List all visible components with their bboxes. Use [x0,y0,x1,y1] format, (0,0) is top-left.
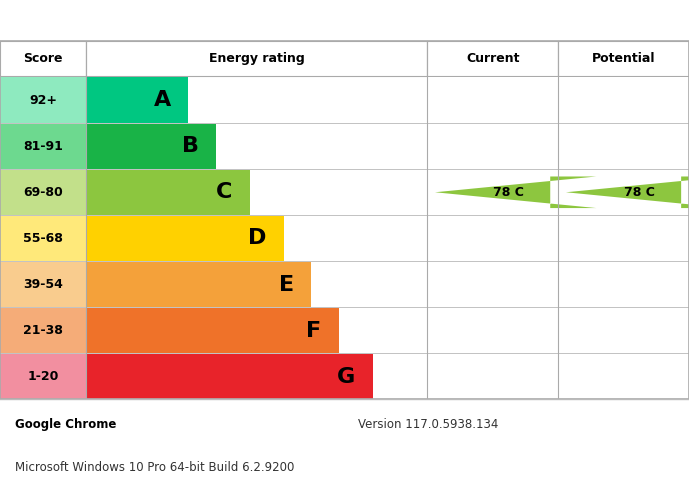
Text: Microsoft Windows 10 Pro 64-bit Build 6.2.9200: Microsoft Windows 10 Pro 64-bit Build 6.… [15,461,294,474]
Bar [558,262,689,307]
Text: E: E [279,274,294,294]
Text: Potential: Potential [592,52,655,65]
Text: F: F [306,320,321,341]
Text: 78 C: 78 C [493,186,524,199]
Bar [86,308,338,353]
Text: Current: Current [466,52,520,65]
Bar [427,170,558,215]
Text: A: A [154,90,171,110]
Bar [558,354,689,399]
Polygon shape [435,176,596,208]
Bar [0,77,86,122]
Bar [427,41,558,76]
Bar [0,170,86,215]
Text: Score: Score [23,52,63,65]
Bar [0,354,86,399]
Text: C: C [216,182,233,202]
Bar [427,77,558,122]
Bar [427,354,558,399]
Text: 81-91: 81-91 [23,140,63,153]
Bar [86,262,311,307]
Text: Google Chrome: Google Chrome [15,418,116,431]
Bar [558,41,689,76]
Bar [0,216,86,261]
Bar [558,77,689,122]
Bar [558,170,689,215]
Text: 55-68: 55-68 [23,232,63,245]
Bar [427,216,558,261]
Text: 92+: 92+ [29,94,57,106]
Text: 1-20: 1-20 [28,370,59,383]
Text: D: D [248,228,267,248]
Bar [558,216,689,261]
Text: 39-54: 39-54 [23,278,63,291]
Bar [86,41,427,76]
Bar [558,123,689,169]
Bar [427,262,558,307]
Bar [0,308,86,353]
Text: Version 117.0.5938.134: Version 117.0.5938.134 [358,418,499,431]
Bar [427,123,558,169]
Polygon shape [566,176,689,208]
Text: 78 C: 78 C [624,186,655,199]
Bar [86,354,373,399]
Bar [0,123,86,169]
Text: B: B [181,136,198,156]
Bar [86,216,284,261]
Bar [558,308,689,353]
Text: 21-38: 21-38 [23,324,63,337]
Bar [0,262,86,307]
Bar [0,41,86,76]
Text: 69-80: 69-80 [23,186,63,199]
Bar [86,123,216,169]
Bar [427,308,558,353]
Text: G: G [337,367,356,387]
Bar [86,77,188,122]
Bar [86,170,250,215]
Text: Energy rating: Energy rating [209,52,305,65]
